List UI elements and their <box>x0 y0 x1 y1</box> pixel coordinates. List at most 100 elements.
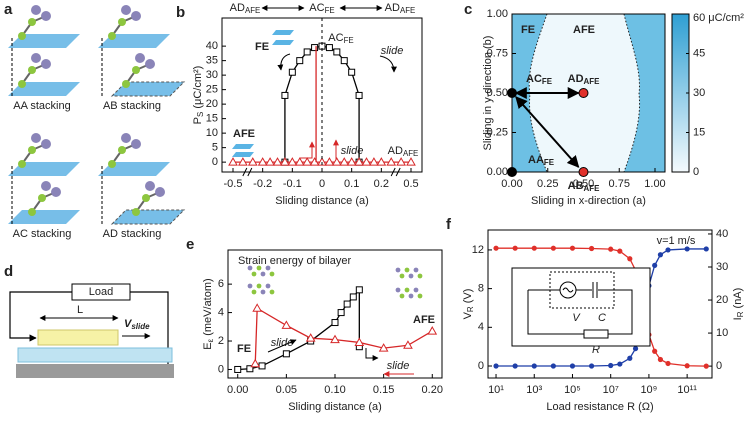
marker <box>228 157 238 166</box>
atom <box>145 181 155 191</box>
atom <box>41 139 51 149</box>
marker <box>331 319 339 327</box>
x-tick-label: 0.5 <box>403 178 418 190</box>
y-tick-label: 12 <box>472 244 484 256</box>
annotation-part: AFE <box>400 6 415 15</box>
arrow <box>267 339 297 353</box>
atom <box>413 267 419 273</box>
annotation: slide <box>387 360 410 372</box>
annotation-part: AFE <box>403 149 418 158</box>
point <box>578 167 589 177</box>
marker <box>569 363 576 369</box>
y-axis-label: VR (V) <box>462 289 475 320</box>
plane <box>98 162 170 176</box>
x-axis-label: Load resistance R (Ω) <box>546 401 653 413</box>
atom <box>31 5 41 15</box>
y-axis-label-part: E <box>202 342 214 349</box>
y-axis-label-part: ε <box>206 338 215 342</box>
marker <box>317 157 327 166</box>
y-tick-label: 0.00 <box>487 166 508 178</box>
plane <box>8 162 80 176</box>
y-tick-label: 40 <box>206 40 218 52</box>
annotation: ADAFE <box>230 2 261 15</box>
marker <box>330 334 340 344</box>
marker <box>588 245 595 252</box>
y-tick-label: 6 <box>218 278 224 290</box>
atom <box>265 283 271 289</box>
point <box>507 88 517 98</box>
y-tick-label: 35 <box>206 55 218 67</box>
atom <box>28 66 36 74</box>
marker <box>588 363 595 369</box>
x-tick-label: 10¹¹ <box>677 384 697 396</box>
x-tick-label: 10¹ <box>488 384 504 396</box>
marker <box>703 246 709 252</box>
marker <box>550 363 556 369</box>
marker <box>427 326 438 335</box>
y2-tick-label: 10 <box>716 327 728 339</box>
top-layer <box>37 329 119 346</box>
inset-label: V <box>572 312 581 324</box>
marker <box>665 247 671 253</box>
marker <box>311 44 319 52</box>
x-axis-label: Sliding distance (a) <box>275 195 369 207</box>
plane <box>110 81 186 97</box>
annotation-part: AC <box>309 2 324 14</box>
atom <box>108 160 116 168</box>
annotation: ACFE <box>328 32 353 45</box>
marker <box>657 252 664 258</box>
y2-tick-label: 0 <box>716 360 722 372</box>
marker <box>333 48 341 56</box>
annotation-part: AFE <box>245 6 260 15</box>
y-tick-label: 2 <box>218 335 224 347</box>
marker <box>652 262 658 269</box>
marker <box>378 343 389 352</box>
marker <box>281 91 289 99</box>
annotation-part: AD <box>230 2 245 14</box>
point-label-part: AB <box>568 180 584 192</box>
axis-break <box>242 167 253 177</box>
atom <box>108 32 116 40</box>
marker <box>337 309 345 317</box>
marker <box>282 350 290 358</box>
x-axis-label: Sliding distance (a) <box>288 401 382 413</box>
y-tick-label: 20 <box>206 98 218 110</box>
atom <box>417 273 423 279</box>
point-label: AAFE <box>528 154 554 167</box>
resistor <box>583 329 609 339</box>
marker <box>296 57 304 65</box>
atom <box>408 293 414 299</box>
point <box>507 167 517 177</box>
x-tick-label: 1.00 <box>644 178 665 190</box>
marker <box>627 355 633 361</box>
point-label: ACFE <box>526 73 552 86</box>
annotation: FE <box>237 343 251 355</box>
marker <box>340 57 348 65</box>
y-axis-label-part: (μC/cm²) <box>192 66 204 112</box>
x-tick-label: 0.2 <box>374 178 389 190</box>
colorbar-tick-label: 45 <box>693 47 705 59</box>
atom <box>118 146 126 154</box>
marker <box>684 246 690 252</box>
y-axis-label-part: (V) <box>462 289 474 307</box>
marker <box>348 68 356 76</box>
marker <box>258 362 266 370</box>
plane <box>98 34 170 48</box>
annotation: slide <box>341 145 364 157</box>
marker <box>354 157 364 166</box>
marker <box>355 91 363 99</box>
marker <box>369 157 379 166</box>
x-tick-label: -0.1 <box>283 178 302 190</box>
atom <box>31 53 41 63</box>
x-tick-label: 0.50 <box>573 178 594 190</box>
marker <box>303 48 311 56</box>
marker <box>652 348 658 354</box>
annotation: AFE <box>233 128 255 140</box>
marker <box>349 293 357 301</box>
x-tick-label: 0.00 <box>501 178 522 190</box>
atom <box>155 187 165 197</box>
capacitor <box>592 282 598 298</box>
caption: AB stacking <box>103 100 161 112</box>
atom <box>260 271 266 277</box>
